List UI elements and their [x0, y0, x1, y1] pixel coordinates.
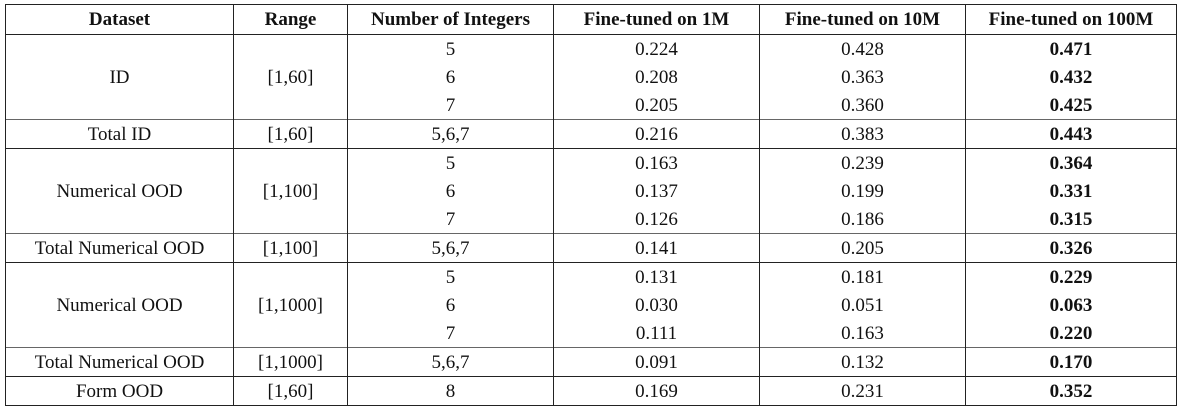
value-1m-cell: 0.137: [553, 177, 760, 205]
table-row: Numerical OOD [1,1000] 5 0.131 0.181 0.2…: [5, 262, 1177, 348]
value-100m-cell: 0.471: [965, 34, 1177, 63]
integers-cell: 5,6,7: [347, 233, 554, 263]
integers-cell: 7: [347, 205, 554, 234]
value-1m-cell: 0.141: [553, 233, 760, 263]
total-row: Total Numerical OOD [1,100] 5,6,7 0.141 …: [5, 233, 1177, 263]
value-10m-cell: 0.239: [759, 148, 966, 177]
integers-cell: 5,6,7: [347, 347, 554, 377]
value-1m-cell: 0.163: [553, 148, 760, 177]
integers-cell: 5: [347, 148, 554, 177]
dataset-cell: Total ID: [5, 119, 234, 149]
range-cell: [1,60]: [233, 119, 348, 149]
value-100m-cell: 0.326: [965, 233, 1177, 263]
value-100m-cell: 0.443: [965, 119, 1177, 149]
value-1m-cell: 0.216: [553, 119, 760, 149]
integers-cell: 7: [347, 319, 554, 348]
value-100m-cell: 0.364: [965, 148, 1177, 177]
value-10m-cell: 0.428: [759, 34, 966, 63]
dataset-cell: Numerical OOD: [5, 148, 234, 234]
dataset-cell: ID: [5, 34, 234, 120]
value-100m-cell: 0.220: [965, 319, 1177, 348]
value-10m-cell: 0.383: [759, 119, 966, 149]
value-1m-cell: 0.169: [553, 376, 760, 406]
value-100m-cell: 0.331: [965, 177, 1177, 205]
value-10m-cell: 0.199: [759, 177, 966, 205]
range-cell: [1,100]: [233, 233, 348, 263]
table-row: 6 0.208 0.363 0.432: [6, 63, 1177, 91]
value-1m-cell: 0.126: [553, 205, 760, 234]
value-1m-cell: 0.224: [553, 34, 760, 63]
value-1m-cell: 0.111: [553, 319, 760, 348]
dataset-cell: Numerical OOD: [5, 262, 234, 348]
value-10m-cell: 0.363: [759, 63, 966, 91]
value-100m-cell: 0.432: [965, 63, 1177, 91]
header-range: Range: [233, 4, 348, 35]
value-10m-cell: 0.132: [759, 347, 966, 377]
header-number-of-integers: Number of Integers: [347, 4, 554, 35]
value-10m-cell: 0.205: [759, 233, 966, 263]
integers-cell: 6: [347, 177, 554, 205]
value-10m-cell: 0.051: [759, 291, 966, 319]
integers-cell: 7: [347, 91, 554, 120]
table-row: 7 0.111 0.163 0.220: [6, 319, 1177, 348]
value-1m-cell: 0.131: [553, 262, 760, 291]
range-cell: [1,60]: [233, 34, 348, 120]
value-10m-cell: 0.181: [759, 262, 966, 291]
value-1m-cell: 0.030: [553, 291, 760, 319]
table-row: 6 0.137 0.199 0.331: [6, 177, 1177, 205]
value-1m-cell: 0.091: [553, 347, 760, 377]
value-100m-cell: 0.315: [965, 205, 1177, 234]
form-ood-row: Form OOD [1,60] 8 0.169 0.231 0.352: [5, 376, 1177, 406]
value-10m-cell: 0.163: [759, 319, 966, 348]
total-row: Total Numerical OOD [1,1000] 5,6,7 0.091…: [5, 347, 1177, 377]
table-row: 6 0.030 0.051 0.063: [6, 291, 1177, 319]
value-10m-cell: 0.231: [759, 376, 966, 406]
header-row: Dataset Range Number of Integers Fine-tu…: [5, 4, 1177, 35]
table-row: 7 0.205 0.360 0.425: [6, 91, 1177, 120]
dataset-cell: Total Numerical OOD: [5, 233, 234, 263]
header-dataset: Dataset: [5, 4, 234, 35]
range-cell: [1,60]: [233, 376, 348, 406]
total-row: Total ID [1,60] 5,6,7 0.216 0.383 0.443: [5, 119, 1177, 149]
integers-cell: 5: [347, 34, 554, 63]
value-1m-cell: 0.208: [553, 63, 760, 91]
table-row: 7 0.126 0.186 0.315: [6, 205, 1177, 234]
value-1m-cell: 0.205: [553, 91, 760, 120]
integers-cell: 5,6,7: [347, 119, 554, 149]
value-100m-cell: 0.352: [965, 376, 1177, 406]
dataset-cell: Total Numerical OOD: [5, 347, 234, 377]
table-row: Numerical OOD [1,100] 5 0.163 0.239 0.36…: [5, 148, 1177, 234]
integers-cell: 5: [347, 262, 554, 291]
range-cell: [1,1000]: [233, 347, 348, 377]
integers-cell: 6: [347, 291, 554, 319]
header-fine-tuned-10m: Fine-tuned on 10M: [759, 4, 966, 35]
value-100m-cell: 0.170: [965, 347, 1177, 377]
value-100m-cell: 0.425: [965, 91, 1177, 120]
table-row: ID [1,60] 5 0.224 0.428 0.471: [5, 34, 1177, 120]
dataset-cell: Form OOD: [5, 376, 234, 406]
range-cell: [1,100]: [233, 148, 348, 234]
value-10m-cell: 0.360: [759, 91, 966, 120]
value-100m-cell: 0.229: [965, 262, 1177, 291]
integers-cell: 6: [347, 63, 554, 91]
header-fine-tuned-1m: Fine-tuned on 1M: [553, 4, 760, 35]
header-fine-tuned-100m: Fine-tuned on 100M: [965, 4, 1177, 35]
range-cell: [1,1000]: [233, 262, 348, 348]
results-table: Dataset Range Number of Integers Fine-tu…: [5, 4, 1177, 406]
value-100m-cell: 0.063: [965, 291, 1177, 319]
integers-cell: 8: [347, 376, 554, 406]
value-10m-cell: 0.186: [759, 205, 966, 234]
